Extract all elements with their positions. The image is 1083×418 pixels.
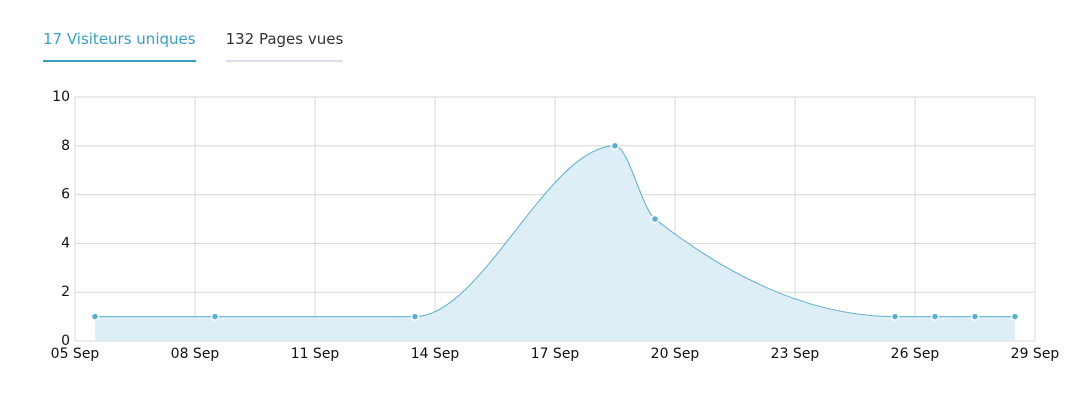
x-tick-label: 26 Sep (891, 346, 940, 362)
x-tick-label: 29 Sep (1011, 346, 1060, 362)
y-tick-label: 0 (61, 333, 70, 349)
x-tick-label: 05 Sep (51, 346, 100, 362)
y-tick-label: 2 (61, 284, 70, 300)
point (930, 312, 940, 321)
tabs: 17 Visiteurs uniques 132 Pages vues (43, 30, 344, 62)
y-tick-label: 4 (61, 235, 70, 251)
x-tick-label: 17 Sep (531, 346, 580, 362)
x-tick-label: 14 Sep (411, 346, 460, 362)
point (970, 312, 980, 321)
area-fill (95, 145, 1015, 341)
y-tick-label: 6 (61, 187, 70, 203)
point (610, 141, 620, 151)
x-tick-label: 20 Sep (651, 346, 700, 362)
y-tick-label: 10 (52, 89, 70, 105)
tab[interactable]: 132 Pages vues (225, 30, 344, 62)
x-tick-label: 11 Sep (291, 346, 340, 362)
point (210, 312, 220, 321)
point (650, 214, 660, 224)
x-tick-label: 23 Sep (771, 346, 820, 362)
y-tick-label: 8 (61, 138, 70, 154)
x-tick-label: 08 Sep (171, 346, 220, 362)
tab[interactable]: 17 Visiteurs uniques (43, 30, 196, 62)
point (90, 312, 100, 321)
point (410, 312, 420, 321)
point (1010, 312, 1020, 321)
point (890, 312, 900, 321)
